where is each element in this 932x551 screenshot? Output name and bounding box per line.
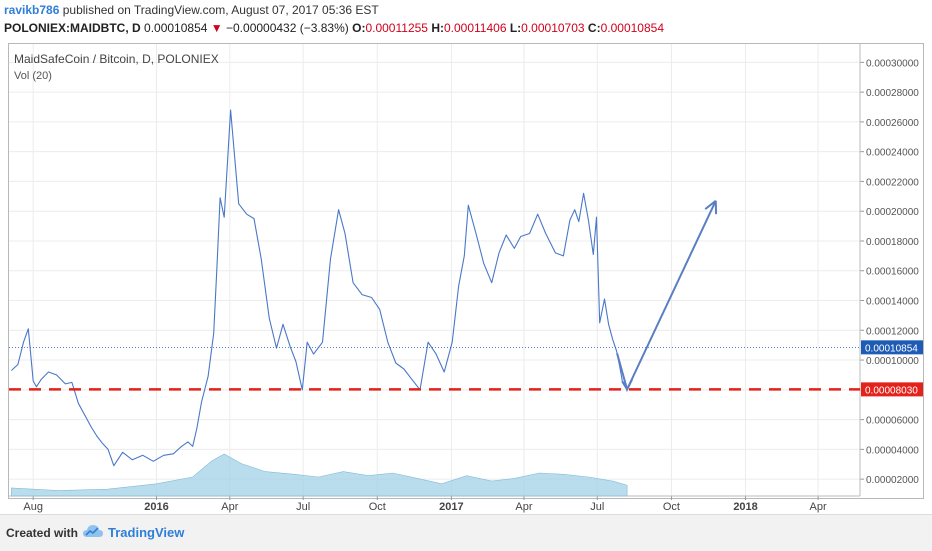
x-tick-label: Apr — [810, 501, 827, 513]
projection-arrow-line — [616, 200, 717, 393]
x-tick-label: Aug — [23, 501, 43, 513]
y-tick-label: 0.00030000 — [866, 58, 919, 69]
y-tick-label: 0.00028000 — [866, 88, 919, 99]
created-with-label: Created with — [6, 526, 79, 540]
x-tick-label: 2016 — [144, 501, 168, 513]
price-series-line — [11, 109, 628, 467]
high-value: 0.00011406 — [443, 21, 507, 35]
y-tick-label: 0.00014000 — [866, 297, 919, 308]
chart-legend-title: MaidSafeCoin / Bitcoin, D, POLONIEX — [14, 52, 219, 66]
x-tick-label: Jul — [590, 501, 604, 513]
y-tick-label: 0.00020000 — [866, 207, 919, 218]
ticker-header: POLONIEX:MAIDBTC, D 0.00010854 ▼ −0.0000… — [4, 21, 664, 35]
last-price: 0.00010854 — [144, 21, 208, 35]
y-tick-label: 0.00026000 — [866, 118, 919, 129]
volume-legend: Vol (20) — [14, 70, 52, 82]
x-tick-label: Jul — [296, 501, 310, 513]
volume-area — [11, 453, 628, 497]
y-tick-label: 0.00012000 — [866, 326, 919, 337]
x-tick-label: Oct — [369, 501, 386, 513]
tradingview-brand-link[interactable]: TradingView — [108, 525, 185, 540]
publish-header: ravikb786 published on TradingView.com, … — [4, 3, 379, 17]
chart-frame[interactable] — [8, 43, 924, 499]
last-price-tag — [861, 340, 923, 355]
footer-bar: Created with TradingView — [0, 514, 932, 551]
low-label: L: — [509, 21, 522, 35]
tradingview-cloud-icon[interactable] — [82, 523, 104, 541]
y-tick-label: 0.00016000 — [866, 267, 919, 278]
change-value: −0.00000432 (−3.83%) — [226, 21, 349, 35]
y-tick-label: 0.00006000 — [866, 416, 919, 427]
y-tick-label: 0.00024000 — [866, 148, 919, 159]
high-label: H: — [431, 21, 444, 35]
close-label: C: — [587, 21, 601, 35]
author-link[interactable]: ravikb786 — [4, 3, 60, 17]
x-tick-label: Oct — [663, 501, 680, 513]
open-value: 0.00011255 — [365, 21, 428, 35]
last-price-tag-label: 0.00010854 — [865, 343, 918, 354]
y-tick-label: 0.00022000 — [866, 177, 919, 188]
y-tick-label: 0.00002000 — [866, 475, 919, 486]
x-tick-label: Apr — [221, 501, 238, 513]
change-down-icon: ▼ — [210, 21, 223, 35]
open-label: O: — [352, 21, 366, 35]
y-tick-label: 0.00010000 — [866, 356, 919, 367]
y-tick-label: 0.00004000 — [866, 445, 919, 456]
price-chart[interactable]: 0.000020000.000040000.000060000.00008000… — [0, 0, 932, 514]
low-value: 0.00010703 — [521, 21, 585, 35]
symbol-label: POLONIEX:MAIDBTC, D — [4, 21, 141, 35]
x-tick-label: 2017 — [439, 501, 463, 513]
y-tick-label: 0.00018000 — [866, 237, 919, 248]
x-tick-label: Apr — [515, 501, 532, 513]
support-price-tag-label: 0.00008030 — [865, 385, 918, 396]
support-price-tag — [861, 382, 923, 397]
pivot-arrow-head — [621, 378, 633, 392]
publish-info: published on TradingView.com, August 07,… — [62, 3, 379, 17]
close-value: 0.00010854 — [600, 21, 664, 35]
projection-arrow-head — [704, 199, 718, 215]
x-tick-label: 2018 — [733, 501, 757, 513]
